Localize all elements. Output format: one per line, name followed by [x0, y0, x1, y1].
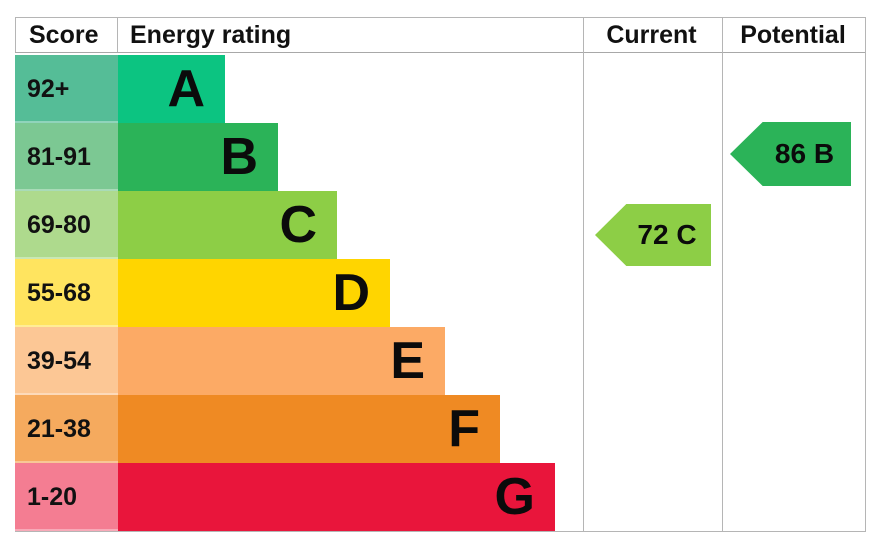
band-row-b: 81-91 B — [15, 123, 865, 191]
band-row-d: 55-68 D — [15, 259, 865, 327]
rating-bar-g: G — [118, 463, 555, 531]
score-range-c: 69-80 — [15, 191, 118, 259]
rating-letter-d: D — [332, 264, 370, 322]
score-range-b: 81-91 — [15, 123, 118, 191]
rating-letter-c: C — [279, 196, 317, 254]
rating-bar-c: C — [118, 191, 337, 259]
header-energy-rating: Energy rating — [130, 21, 292, 49]
rating-letter-g: G — [494, 468, 535, 526]
header-current: Current — [606, 21, 697, 49]
rating-bar-d: D — [118, 259, 390, 327]
score-range-d: 55-68 — [15, 259, 118, 327]
rating-bar-e: E — [118, 327, 445, 395]
band-row-a: 92+ A — [15, 55, 865, 123]
rating-bar-b: B — [118, 123, 278, 191]
header-potential: Potential — [740, 21, 846, 49]
potential-column-divider — [722, 18, 723, 531]
rating-letter-a: A — [167, 60, 205, 118]
rating-letter-b: B — [220, 128, 258, 186]
band-row-g: 1-20 G — [15, 463, 865, 531]
band-row-f: 21-38 F — [15, 395, 865, 463]
rating-letter-e: E — [390, 332, 425, 390]
rating-letter-f: F — [448, 400, 480, 458]
rating-bar-a: A — [118, 55, 225, 123]
rating-table: Score Energy rating Current Potential 92… — [15, 17, 866, 532]
rating-bar-f: F — [118, 395, 500, 463]
header-score: Score — [15, 18, 118, 52]
table-header-row: Score Energy rating Current Potential — [15, 18, 865, 53]
current-column-divider — [583, 18, 584, 531]
band-row-e: 39-54 E — [15, 327, 865, 395]
band-row-c: 69-80 C — [15, 191, 865, 259]
score-range-a: 92+ — [15, 55, 118, 123]
score-range-g: 1-20 — [15, 463, 118, 531]
rating-bands-area: 92+ A 81-91 B 69-80 C 55-68 D 39-54 E 21… — [15, 53, 865, 531]
score-range-f: 21-38 — [15, 395, 118, 463]
score-range-e: 39-54 — [15, 327, 118, 395]
